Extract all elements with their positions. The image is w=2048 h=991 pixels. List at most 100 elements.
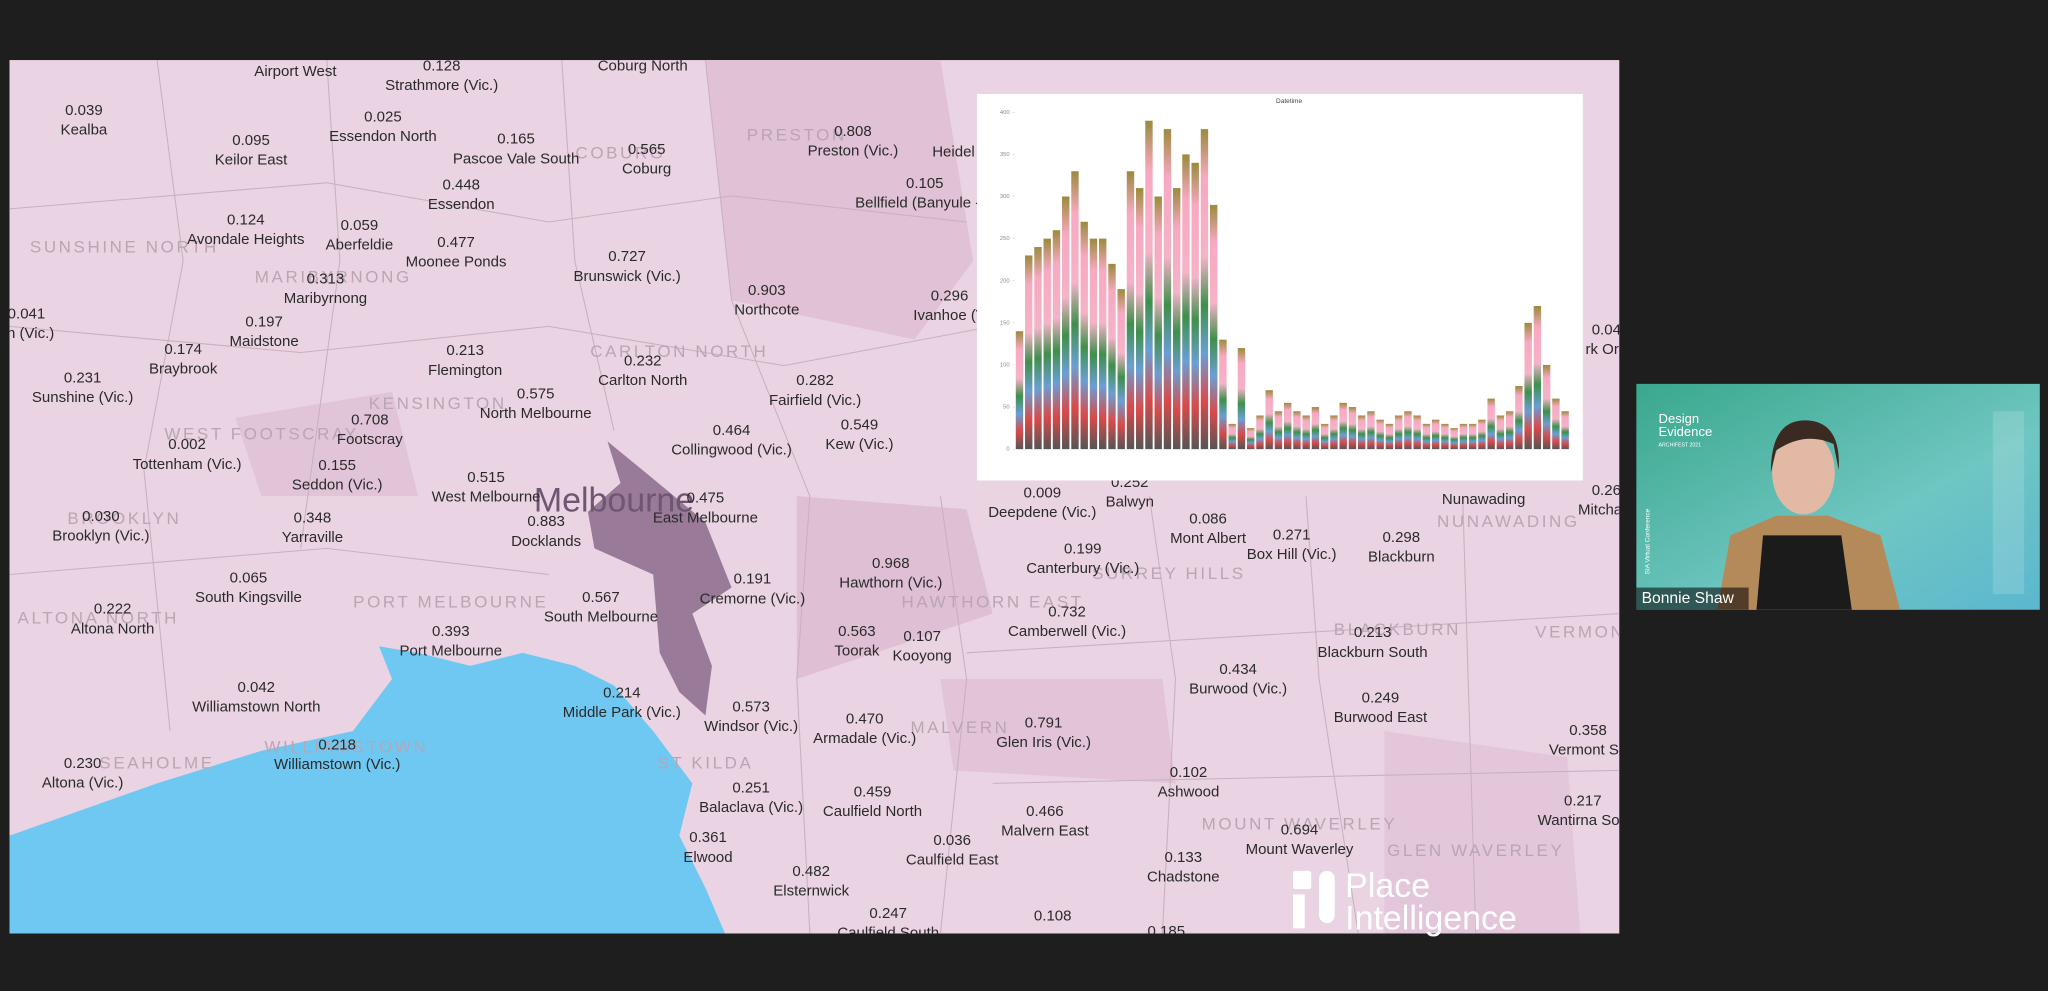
place-name: Heidel — [932, 144, 975, 161]
y-tick-label: 400 — [1000, 110, 1011, 116]
area-value: 0.694 — [1281, 821, 1319, 838]
bar — [1052, 230, 1061, 450]
area-label: MALVERN — [910, 718, 1009, 737]
area-value: 0.477 — [437, 234, 475, 251]
area-label: GLEN WAVERLEY — [1387, 841, 1564, 860]
area-value: 0.095 — [232, 132, 270, 149]
bar — [1136, 188, 1144, 450]
area-name: Caulfield East — [906, 851, 999, 868]
area-name: Elsternwick — [773, 883, 849, 900]
area-value: 0.251 — [732, 780, 770, 797]
area-value: 0.199 — [1064, 541, 1102, 558]
area-name: Caulfield South — [837, 925, 939, 942]
area-value: 0.482 — [792, 863, 830, 880]
bar — [1422, 423, 1431, 450]
area-name: Balwyn — [1106, 494, 1154, 511]
y-tick-label: 100 — [1000, 362, 1011, 368]
area-name: South Kingsville — [195, 589, 302, 606]
area-name: Blackburn South — [1318, 644, 1428, 661]
bar — [1145, 120, 1153, 450]
area-name: Mount Waverley — [1246, 841, 1354, 858]
bar — [1302, 415, 1310, 450]
bar — [1015, 331, 1024, 450]
logo-mark — [1292, 870, 1312, 890]
area-value: 0.271 — [1273, 526, 1311, 543]
bar — [1163, 129, 1172, 450]
area-name: Wantirna Sou — [1538, 812, 1628, 829]
bar — [1043, 238, 1051, 450]
area-label: SURREY HILLS — [1092, 564, 1246, 583]
area-value: 0.475 — [687, 490, 725, 507]
area-name: Brunswick (Vic.) — [573, 268, 680, 285]
person — [1770, 420, 1839, 473]
area-value: 0.002 — [168, 436, 206, 453]
bar — [1265, 390, 1273, 450]
slide-text: Design — [1659, 411, 1700, 426]
area-name: Fairfield (Vic.) — [769, 392, 861, 409]
area-name: Windsor (Vic.) — [704, 718, 798, 735]
bar — [1487, 398, 1495, 450]
bar — [1367, 411, 1375, 450]
area-value: 0.232 — [624, 353, 662, 370]
area-name: Mont Albert — [1170, 530, 1247, 547]
area-value: 0.567 — [582, 589, 620, 606]
participant-name: Bonnie Shaw — [1642, 590, 1735, 607]
area-value: 0.515 — [467, 469, 505, 486]
area-value: 0.298 — [1383, 529, 1421, 546]
area-value: 0.036 — [933, 832, 971, 849]
area-name: Toorak — [834, 642, 880, 659]
area-name: Braybrook — [149, 360, 218, 377]
area-name: Chadstone — [1147, 868, 1220, 885]
area-name: Brooklyn (Vic.) — [52, 528, 149, 545]
area-value: 0.197 — [245, 313, 283, 330]
bar — [1191, 162, 1199, 450]
area-label: KENSINGTON — [369, 394, 507, 413]
area-value: 0.030 — [82, 508, 120, 525]
bar — [1256, 415, 1264, 450]
area-value: 0.249 — [1362, 689, 1400, 706]
area-name: Williamstown (Vic.) — [274, 756, 400, 773]
video-tile[interactable]: Design Evidence ARCHIFEST 2021 SIA Virtu… — [1636, 383, 2040, 610]
bar — [1542, 364, 1551, 450]
area-value: 0.009 — [1024, 485, 1062, 502]
area-name: Bellfield (Banyule - V — [855, 195, 994, 212]
area-value: 0.883 — [527, 513, 565, 530]
bar — [1080, 221, 1088, 450]
place-name: Coburg North — [598, 58, 688, 75]
area-value: 0.26 — [1592, 482, 1621, 499]
bar — [1210, 204, 1218, 450]
area-name: Yarraville — [282, 529, 343, 546]
area-name: Mitcham — [1578, 501, 1635, 518]
area-name: Blackburn — [1368, 548, 1435, 565]
area-label: PORT MELBOURNE — [353, 593, 548, 612]
area-name: Essendon North — [329, 128, 437, 145]
area-label: HAWTHORN EAST — [902, 593, 1084, 612]
bar — [1219, 339, 1227, 450]
area-value: 0.393 — [432, 623, 470, 640]
region — [796, 496, 993, 679]
area-label: Melbourne — [534, 482, 694, 520]
area-name: Maidstone — [229, 333, 298, 350]
area-label: BROOKLYN — [67, 509, 181, 528]
area-name: Middle Park (Vic.) — [563, 704, 681, 721]
area-value: 0.059 — [341, 217, 379, 234]
area-name: Camberwell (Vic.) — [1008, 623, 1126, 640]
area-value: 0.04 — [1592, 321, 1621, 338]
area-value: 0.217 — [1564, 793, 1602, 810]
area-value: 0.313 — [307, 270, 345, 287]
area-value: 0.039 — [65, 102, 103, 119]
slide-text: Evidence — [1659, 424, 1713, 439]
area-name: Caulfield North — [823, 803, 922, 820]
bar — [1034, 247, 1042, 450]
area-value: 0.708 — [351, 411, 389, 428]
area-value: 0.213 — [446, 342, 484, 359]
area-name: East Melbourne — [653, 509, 758, 526]
area-value: 0.348 — [294, 509, 332, 526]
area-label: MOUNT WAVERLEY — [1202, 815, 1398, 834]
area-value: 0.213 — [1354, 624, 1392, 641]
area-value: 0.155 — [318, 457, 356, 474]
area-name: Strathmore (Vic.) — [385, 77, 498, 94]
area-name: Maribyrnong — [284, 290, 367, 307]
area-label: ST KILDA — [657, 753, 753, 772]
area-name: Collingwood (Vic.) — [671, 441, 792, 458]
